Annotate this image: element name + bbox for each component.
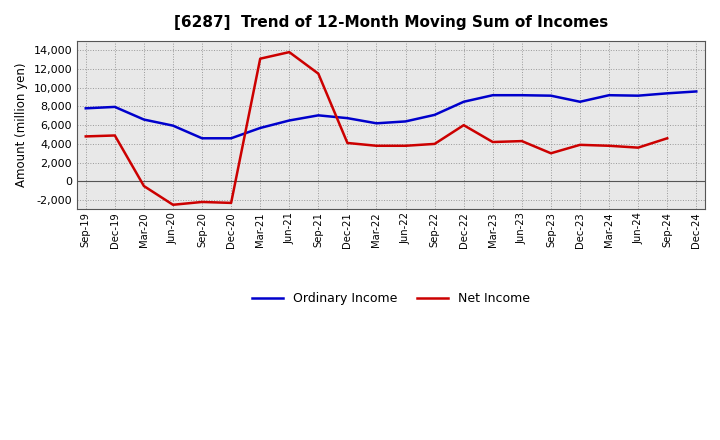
Ordinary Income — [343, 116, 352, 121]
Net Income — [663, 136, 672, 141]
Net Income — [81, 134, 90, 139]
Ordinary Income — [140, 117, 148, 122]
Net Income — [488, 139, 497, 145]
Ordinary Income — [605, 92, 613, 98]
Ordinary Income — [401, 119, 410, 124]
Net Income — [372, 143, 381, 148]
Ordinary Income — [459, 99, 468, 104]
Ordinary Income — [256, 125, 264, 131]
Ordinary Income — [285, 118, 294, 123]
Title: [6287]  Trend of 12-Month Moving Sum of Incomes: [6287] Trend of 12-Month Moving Sum of I… — [174, 15, 608, 30]
Net Income — [401, 143, 410, 148]
Ordinary Income — [546, 93, 555, 98]
Ordinary Income — [81, 106, 90, 111]
Net Income — [634, 145, 642, 150]
Ordinary Income — [431, 112, 439, 117]
Ordinary Income — [314, 113, 323, 118]
Net Income — [168, 202, 177, 207]
Net Income — [110, 133, 119, 138]
Net Income — [256, 56, 264, 61]
Y-axis label: Amount (million yen): Amount (million yen) — [15, 63, 28, 187]
Ordinary Income — [488, 92, 497, 98]
Legend: Ordinary Income, Net Income: Ordinary Income, Net Income — [247, 286, 535, 309]
Ordinary Income — [634, 93, 642, 98]
Net Income — [314, 71, 323, 76]
Ordinary Income — [518, 92, 526, 98]
Net Income — [605, 143, 613, 148]
Ordinary Income — [227, 136, 235, 141]
Ordinary Income — [198, 136, 207, 141]
Ordinary Income — [692, 89, 701, 94]
Ordinary Income — [372, 121, 381, 126]
Ordinary Income — [110, 104, 119, 110]
Net Income — [285, 49, 294, 55]
Ordinary Income — [663, 91, 672, 96]
Net Income — [576, 142, 585, 147]
Ordinary Income — [576, 99, 585, 104]
Net Income — [431, 141, 439, 147]
Net Income — [227, 200, 235, 205]
Net Income — [198, 199, 207, 205]
Net Income — [459, 122, 468, 128]
Line: Ordinary Income: Ordinary Income — [86, 92, 696, 138]
Ordinary Income — [168, 123, 177, 128]
Net Income — [546, 150, 555, 156]
Line: Net Income: Net Income — [86, 52, 667, 205]
Net Income — [343, 140, 352, 146]
Net Income — [518, 139, 526, 144]
Net Income — [140, 183, 148, 189]
